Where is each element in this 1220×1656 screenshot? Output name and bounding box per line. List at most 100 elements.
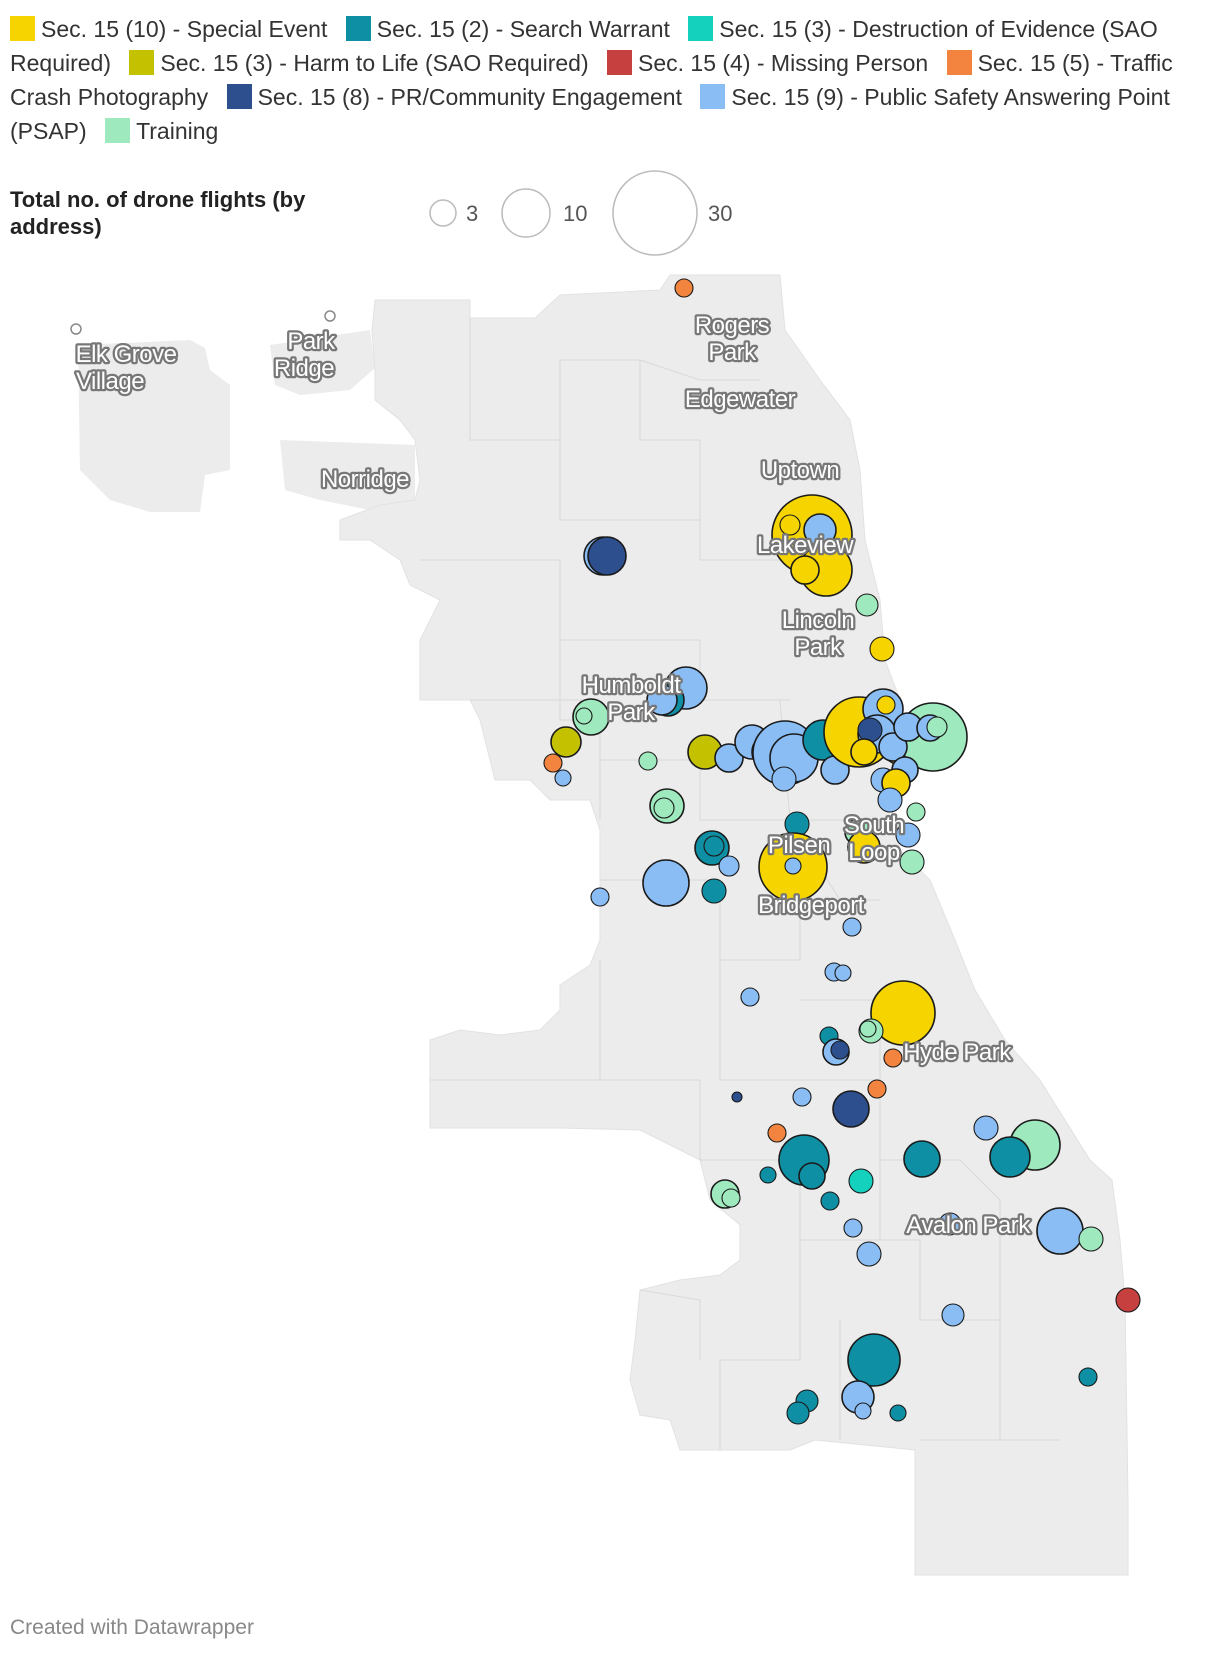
place-label-humboldt-park-line1: Humboldt xyxy=(582,672,682,699)
legend-item-harm-to-life: Sec. 15 (3) - Harm to Life (SAO Required… xyxy=(129,50,589,76)
flight-point-psap[interactable] xyxy=(590,887,610,907)
flight-point-training[interactable] xyxy=(653,797,675,819)
place-label-lakeview: Lakeview xyxy=(757,532,854,559)
city-basemap xyxy=(78,274,1129,1576)
flight-point-search-warrant[interactable] xyxy=(701,878,727,904)
place-labels: Rogers Park Edgewater Uptown Lakeview Li… xyxy=(70,310,1034,1241)
flight-point-community-engagement[interactable] xyxy=(587,536,627,576)
flight-point-psap[interactable] xyxy=(554,769,572,787)
legend-swatch xyxy=(226,84,252,109)
flight-point-search-warrant[interactable] xyxy=(759,1166,777,1184)
flight-point-psap[interactable] xyxy=(973,1115,999,1141)
flight-point-training[interactable] xyxy=(899,849,925,875)
flight-point-search-warrant[interactable] xyxy=(903,1140,941,1178)
flight-point-traffic-crash[interactable] xyxy=(767,1123,787,1143)
flight-point-special-event[interactable] xyxy=(790,555,820,585)
flight-point-psap[interactable] xyxy=(646,684,678,716)
place-label-humboldt-park-line2: Park xyxy=(607,699,656,726)
flight-point-psap[interactable] xyxy=(740,987,760,1007)
flight-point-traffic-crash[interactable] xyxy=(674,278,694,298)
flight-point-psap[interactable] xyxy=(714,743,744,773)
flight-point-harm-to-life[interactable] xyxy=(550,726,582,758)
flight-point-psap[interactable] xyxy=(642,859,690,907)
flight-point-psap[interactable] xyxy=(938,1212,962,1236)
flight-point-psap[interactable] xyxy=(843,1218,863,1238)
flight-point-community-engagement[interactable] xyxy=(832,1090,870,1128)
legend-item-missing-person: Sec. 15 (4) - Missing Person xyxy=(607,50,928,76)
legend-item-psap: Sec. 15 (9) - Public Safety Answering Po… xyxy=(10,84,1170,144)
flight-point-traffic-crash[interactable] xyxy=(543,753,563,773)
flight-point-search-warrant[interactable] xyxy=(1078,1367,1098,1387)
flight-point-special-event[interactable] xyxy=(850,738,878,766)
flight-point-training[interactable] xyxy=(638,751,658,771)
place-label-pilsen: Pilsen xyxy=(768,832,830,859)
flight-point-training[interactable] xyxy=(721,1188,741,1208)
flight-point-special-event[interactable] xyxy=(779,514,801,536)
park-ridge-area xyxy=(270,330,375,395)
flight-point-traffic-crash[interactable] xyxy=(883,1048,903,1068)
flight-point-psap[interactable] xyxy=(856,1241,882,1267)
flight-point-search-warrant[interactable] xyxy=(703,835,725,857)
flight-point-training[interactable] xyxy=(926,716,948,738)
size-legend-circle-small xyxy=(429,199,457,227)
place-label-uptown: Uptown xyxy=(761,457,839,484)
flight-point-search-warrant[interactable] xyxy=(786,1401,810,1425)
place-label-elk-grove-line2: Village xyxy=(76,368,144,395)
elk-grove-village-area xyxy=(78,340,230,512)
flight-point-search-warrant[interactable] xyxy=(847,1333,901,1387)
legend-swatch xyxy=(10,16,35,41)
flight-point-psap[interactable] xyxy=(771,766,797,792)
flight-point-community-engagement[interactable] xyxy=(731,1091,743,1103)
flight-point-psap[interactable] xyxy=(792,1087,812,1107)
place-label-elk-grove-line1: Elk Grove xyxy=(76,341,177,368)
flight-point-community-engagement[interactable] xyxy=(830,1040,850,1060)
color-legend: Sec. 15 (10) - Special Event Sec. 15 (2)… xyxy=(10,12,1205,148)
flight-point-training[interactable] xyxy=(859,1020,877,1038)
place-label-avalon-park: Avalon Park xyxy=(906,1212,1031,1239)
flight-point-special-event[interactable] xyxy=(869,636,895,662)
flight-point-search-warrant[interactable] xyxy=(820,1191,840,1211)
flight-point-community-engagement[interactable] xyxy=(857,717,883,743)
legend-swatch xyxy=(345,16,371,41)
flight-point-special-event[interactable] xyxy=(870,980,936,1046)
flight-point-search-warrant[interactable] xyxy=(798,1162,826,1190)
flight-point-psap[interactable] xyxy=(854,1402,872,1420)
place-label-south-loop-line1: South xyxy=(844,812,904,839)
flight-point-special-event[interactable] xyxy=(847,830,881,864)
flight-point-psap[interactable] xyxy=(941,1303,965,1327)
size-legend-title: Total no. of drone flights (by address) xyxy=(10,187,306,239)
flight-points xyxy=(543,278,1141,1425)
place-label-south-loop-line2: Loop xyxy=(848,839,900,866)
flight-point-training[interactable] xyxy=(855,593,879,617)
flight-point-training[interactable] xyxy=(906,802,926,822)
place-label-norridge: Norridge xyxy=(321,466,409,493)
flight-point-psap[interactable] xyxy=(718,855,740,877)
place-label-rogers-park-line1: Rogers xyxy=(695,312,770,339)
legend-swatch xyxy=(700,84,726,109)
elk-grove-village-marker xyxy=(70,323,82,335)
flight-point-training[interactable] xyxy=(1078,1226,1104,1252)
flight-point-search-warrant[interactable] xyxy=(889,1404,907,1422)
flight-point-traffic-crash[interactable] xyxy=(867,1079,887,1099)
flight-point-search-warrant[interactable] xyxy=(989,1136,1031,1178)
flight-point-psap[interactable] xyxy=(895,822,921,848)
flight-point-psap[interactable] xyxy=(1036,1207,1084,1255)
place-label-park-ridge-line1: Park xyxy=(287,328,336,355)
flight-point-psap[interactable] xyxy=(878,732,908,762)
size-legend: 3 10 30 xyxy=(429,170,732,256)
flight-point-psap[interactable] xyxy=(842,917,862,937)
flight-point-psap[interactable] xyxy=(803,513,837,547)
flight-point-missing-person[interactable] xyxy=(1115,1287,1141,1313)
flight-point-psap[interactable] xyxy=(877,787,903,813)
size-legend-value-large: 30 xyxy=(708,201,732,226)
place-label-hyde-park: Hyde Park xyxy=(903,1039,1012,1066)
flight-point-psap[interactable] xyxy=(834,964,852,982)
flight-point-training[interactable] xyxy=(575,707,593,725)
norridge-area xyxy=(280,440,415,510)
flight-point-destruction-of-evidence[interactable] xyxy=(848,1168,874,1194)
flight-point-psap[interactable] xyxy=(784,857,802,875)
place-label-edgewater: Edgewater xyxy=(685,386,796,413)
size-legend-circle-large xyxy=(612,170,698,256)
legend-item-destruction-of-evidence: Sec. 15 (3) - Destruction of Evidence (S… xyxy=(10,16,1158,76)
flight-point-special-event[interactable] xyxy=(876,695,896,715)
